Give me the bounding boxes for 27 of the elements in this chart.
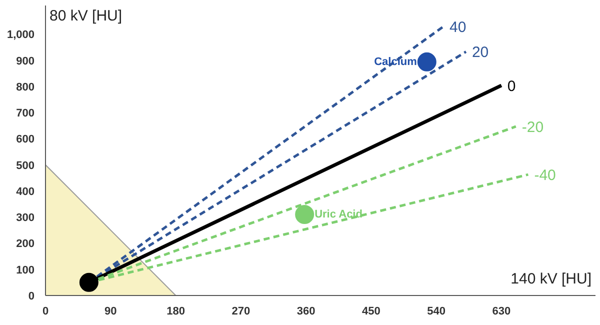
- y-tick-label: 0: [28, 290, 35, 302]
- y-tick-label: 900: [16, 55, 35, 68]
- x-tick-label: 450: [362, 306, 380, 318]
- y-tick-label: 200: [16, 238, 35, 250]
- y-tick-label: 100: [16, 264, 35, 276]
- y-tick-label: 400: [16, 186, 35, 198]
- series-label: 40: [450, 18, 466, 36]
- y-tick-label: 500: [16, 160, 35, 172]
- y-tick-label: 1,000: [6, 29, 35, 42]
- x-tick-label: 360: [296, 306, 316, 318]
- y-tick-label: 800: [16, 81, 35, 94]
- series-label: 0: [507, 78, 516, 95]
- y-tick-label: 600: [16, 134, 35, 146]
- series-label: -20: [522, 118, 544, 136]
- y-tick-label: 300: [16, 212, 35, 224]
- series-label: Uric Acid: [314, 208, 362, 221]
- x-tick-label: 630: [492, 306, 511, 318]
- x-tick-label: 270: [232, 306, 250, 318]
- x-axis-title: 140 kV [HU]: [510, 270, 592, 288]
- series-label: -40: [534, 167, 556, 184]
- y-axis-title: 80 kV [HU]: [50, 8, 122, 24]
- x-tick-label: 0: [42, 306, 49, 318]
- x-tick-label: 180: [166, 306, 185, 318]
- series-label: 20: [472, 44, 489, 62]
- x-tick-label: 90: [104, 306, 117, 318]
- x-tick-label: 540: [427, 306, 446, 318]
- y-tick-label: 700: [16, 108, 35, 120]
